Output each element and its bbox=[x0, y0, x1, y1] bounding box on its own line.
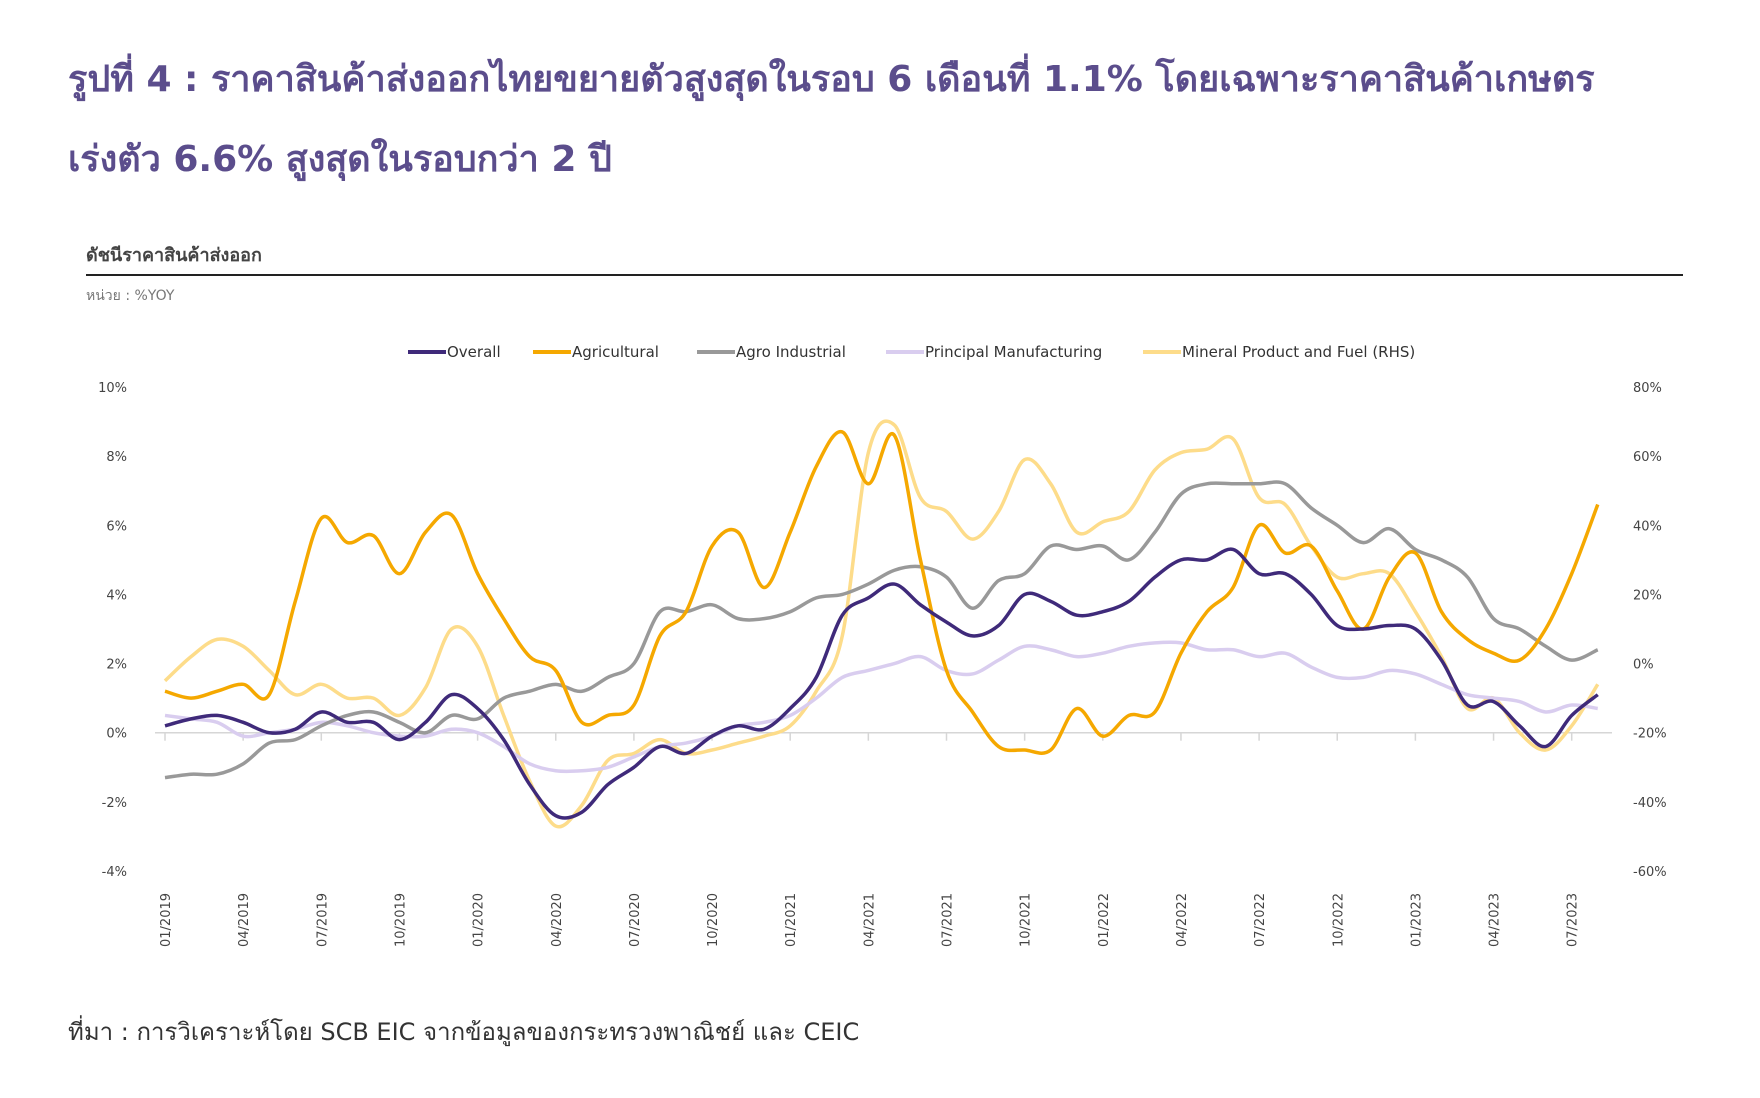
y-left-tick-label: 0% bbox=[106, 727, 127, 742]
y-right-tick-label: 60% bbox=[1633, 450, 1662, 465]
y-left-tick-label: -4% bbox=[102, 865, 127, 880]
y-right-tick-label: 20% bbox=[1633, 588, 1662, 603]
x-tick-label: 04/2022 bbox=[1175, 893, 1190, 947]
x-tick-label: 10/2022 bbox=[1331, 893, 1346, 947]
line-chart: 01/2019 04/2019 07/2019 10/2019 01/2020 04/20… bbox=[98, 343, 1667, 947]
x-tick-label: 01/2020 bbox=[472, 893, 487, 947]
x-tick-label: 07/2022 bbox=[1253, 893, 1268, 947]
series-line-overall bbox=[164, 547, 1599, 820]
series-line-agricultural bbox=[164, 430, 1600, 755]
x-tick-label: 01/2019 bbox=[159, 893, 174, 947]
y-right-tick-label: 0% bbox=[1633, 658, 1654, 673]
series-line-agro-industrial bbox=[164, 480, 1599, 780]
x-tick-label: 01/2023 bbox=[1409, 893, 1424, 947]
x-tick-label: 07/2020 bbox=[628, 893, 643, 947]
title-divider bbox=[86, 274, 1683, 276]
chart-title: ดัชนีราคาสินค้าส่งออก bbox=[86, 245, 262, 266]
x-tick-label: 01/2022 bbox=[1097, 893, 1112, 947]
y-left-tick-label: 6% bbox=[106, 519, 127, 534]
y-left-tick-label: 2% bbox=[106, 658, 127, 673]
figure-title-line2: เร่งตัว 6.6% สูงสุดในรอบกว่า 2 ปี bbox=[68, 139, 612, 180]
y-right-tick-label: -40% bbox=[1633, 796, 1667, 811]
y-left-tick-label: -2% bbox=[102, 796, 127, 811]
legend-label: Agricultural bbox=[572, 343, 659, 361]
figure-title-line1: รูปที่ 4 : ราคาสินค้าส่งออกไทยขยายตัวสูง… bbox=[68, 59, 1595, 100]
x-tick-label: 10/2019 bbox=[393, 893, 408, 947]
x-tick-label: 07/2019 bbox=[315, 893, 330, 947]
y-left-tick-label: 8% bbox=[106, 450, 127, 465]
y-right-tick-label: 40% bbox=[1633, 519, 1662, 534]
source-note: ที่มา : การวิเคราะห์โดย SCB EIC จากข้อมู… bbox=[68, 1018, 860, 1046]
y-right-tick-label: -60% bbox=[1633, 865, 1667, 880]
x-tick-label: 10/2020 bbox=[706, 893, 721, 947]
x-tick-label: 07/2021 bbox=[941, 893, 956, 947]
x-tick-label: 07/2023 bbox=[1566, 893, 1581, 947]
y-right-tick-label: 80% bbox=[1633, 381, 1662, 396]
y-left-tick-label: 4% bbox=[106, 588, 127, 603]
legend-label: Principal Manufacturing bbox=[925, 343, 1102, 361]
series-line-mineral-product-and-fuel-rhs bbox=[163, 419, 1600, 829]
x-tick-label: 10/2021 bbox=[1019, 893, 1034, 947]
y-right-tick-label: -20% bbox=[1633, 727, 1667, 742]
x-tick-label: 04/2021 bbox=[862, 893, 877, 947]
y-left-tick-label: 10% bbox=[98, 381, 127, 396]
legend-label: Agro Industrial bbox=[736, 343, 846, 361]
unit-label: หน่วย : %YOY bbox=[86, 288, 175, 304]
x-tick-label: 04/2020 bbox=[550, 893, 565, 947]
legend-label: Overall bbox=[447, 343, 501, 361]
x-tick-label: 01/2021 bbox=[784, 893, 799, 947]
legend-label: Mineral Product and Fuel (RHS) bbox=[1182, 343, 1415, 361]
series-line-principal-manufacturing bbox=[164, 640, 1599, 774]
x-tick-label: 04/2023 bbox=[1488, 893, 1503, 947]
x-tick-label: 04/2019 bbox=[237, 893, 252, 947]
